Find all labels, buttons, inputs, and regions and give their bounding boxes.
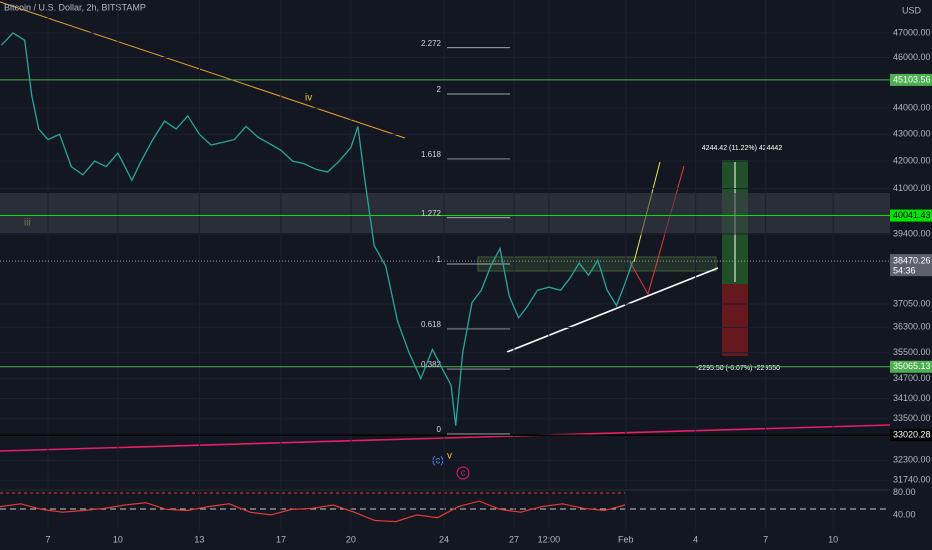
y-tick-label: 34100.00 <box>893 393 931 403</box>
wave-label: v <box>447 451 452 462</box>
fib-label: 0.618 <box>421 320 442 329</box>
trendline <box>0 1 406 139</box>
long-label: 4244.42 (11.22%) 424442 <box>702 145 783 152</box>
x-tick-label: 24 <box>439 534 449 544</box>
rsi-tick-label: 40.00 <box>893 509 916 519</box>
price-tag <box>890 209 932 222</box>
last-price-tag <box>890 254 932 277</box>
x-tick-label: 13 <box>194 534 204 544</box>
x-tick-label: 7 <box>763 534 768 544</box>
last-price-label: 38470.26 <box>893 256 931 266</box>
wave-circle <box>456 466 470 480</box>
price-tag-label: 45103.56 <box>893 74 931 84</box>
x-tick-label: 17 <box>276 534 286 544</box>
price-tag-label: 35065.13 <box>893 361 931 371</box>
trendline <box>0 424 891 452</box>
y-tick-label: 39400.00 <box>893 228 931 238</box>
y-tick-label: 42000.00 <box>893 156 931 166</box>
fib-label: 2.272 <box>421 39 442 48</box>
x-tick-label: 7 <box>45 534 50 544</box>
y-tick-label: 46000.00 <box>893 52 931 62</box>
x-tick-label: 27 <box>509 534 519 544</box>
fib-label: 2 <box>437 85 442 94</box>
y-tick-label: 41000.00 <box>893 183 931 193</box>
fib-label: 0.382 <box>421 360 442 369</box>
y-tick-label: 43000.00 <box>893 129 931 139</box>
x-tick-label: 20 <box>346 534 356 544</box>
wave-label: iv <box>305 93 312 104</box>
rsi-line <box>0 500 626 523</box>
price-tag <box>890 73 932 86</box>
zone <box>0 193 890 233</box>
x-tick-label: 10 <box>113 534 123 544</box>
y-tick-label: 44000.00 <box>893 103 931 113</box>
price-line <box>0 32 634 426</box>
short-label: -2295.50 (-6.07%) -229550 <box>696 365 780 372</box>
y-tick-label: 33500.00 <box>893 413 931 423</box>
fib-label: 0 <box>437 425 442 434</box>
short-box <box>722 284 748 356</box>
x-tick-label: Feb <box>618 534 634 544</box>
fib-label: 1 <box>437 255 442 264</box>
y-tick-label: 31740.00 <box>893 475 931 485</box>
x-tick-label: 10 <box>828 534 838 544</box>
fib-label: 1.272 <box>421 209 442 218</box>
trendline <box>506 267 719 353</box>
y-tick-label: 36300.00 <box>893 322 931 332</box>
x-tick-label: 12:00 <box>538 534 561 544</box>
price-tag <box>890 360 932 373</box>
rsi-tick-label: 80.00 <box>893 487 916 497</box>
y-tick-label: 37050.00 <box>893 298 931 308</box>
chart-title: Bitcoin / U.S. Dollar, 2h, BITSTAMP <box>4 2 146 12</box>
y-tick-label: 35500.00 <box>893 347 931 357</box>
fib-label: 1.618 <box>421 150 442 159</box>
countdown: 54:36 <box>893 266 916 276</box>
currency: USD <box>902 5 922 15</box>
price-tag-label: 40041.43 <box>893 210 931 220</box>
price-tag-label: 33020.28 <box>893 430 931 440</box>
y-tick-label: 47000.00 <box>893 27 931 37</box>
x-tick-label: 4 <box>693 534 698 544</box>
wave-label: c <box>461 467 466 477</box>
y-tick-label: 34700.00 <box>893 373 931 383</box>
wave-label: (c) <box>432 456 444 467</box>
price-tag <box>890 429 932 442</box>
y-tick-label: 32300.00 <box>893 455 931 465</box>
